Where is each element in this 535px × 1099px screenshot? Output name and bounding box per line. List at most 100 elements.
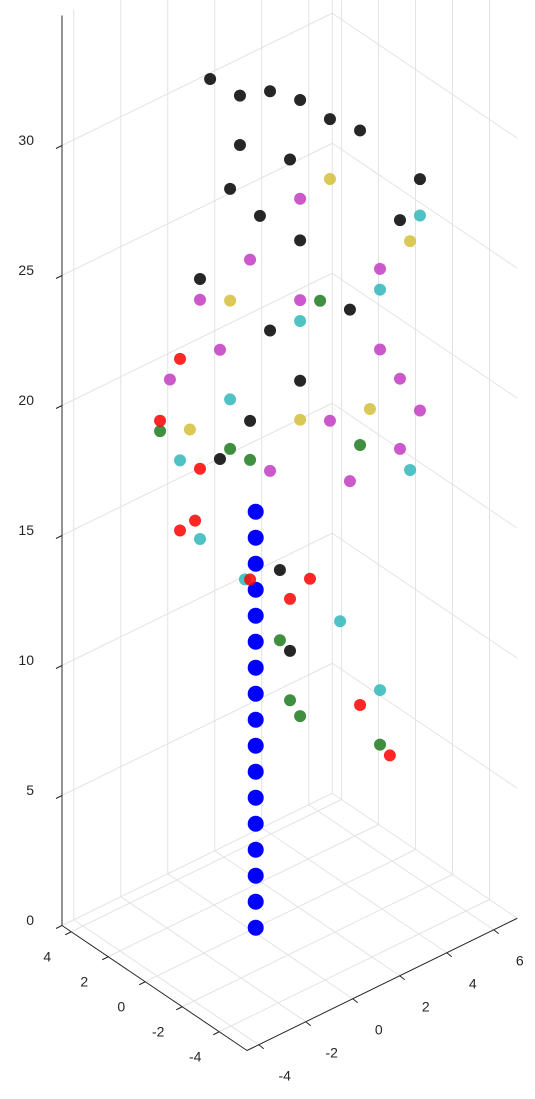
point: [204, 73, 216, 85]
point: [248, 660, 264, 676]
point: [244, 254, 256, 266]
point: [294, 294, 306, 306]
point: [394, 214, 406, 226]
y-tick-label: -4: [279, 1067, 292, 1083]
point: [414, 210, 426, 222]
point: [248, 712, 264, 728]
y-tick: [494, 930, 499, 934]
point: [214, 344, 226, 356]
point: [364, 403, 376, 415]
y-tick-label: 4: [469, 975, 477, 991]
point: [248, 868, 264, 884]
point: [244, 454, 256, 466]
y-tick: [400, 976, 405, 980]
y-tick: [447, 953, 452, 957]
point: [248, 920, 264, 936]
point: [344, 304, 356, 316]
y-tick: [306, 1022, 311, 1026]
point: [394, 443, 406, 455]
z-tick: [56, 406, 62, 409]
point: [414, 173, 426, 185]
point: [224, 443, 236, 455]
point: [324, 415, 336, 427]
point: [354, 439, 366, 451]
point: [374, 739, 386, 751]
point: [404, 235, 416, 247]
point: [224, 393, 236, 405]
point: [274, 634, 286, 646]
z-tick: [56, 666, 62, 669]
point: [248, 504, 264, 520]
point: [189, 515, 201, 527]
point: [334, 615, 346, 627]
point: [294, 414, 306, 426]
point: [354, 699, 366, 711]
z-tick: [56, 276, 62, 279]
grid-line: [145, 850, 415, 982]
point: [248, 556, 264, 572]
y-tick: [259, 1045, 264, 1049]
point: [394, 373, 406, 385]
point: [244, 415, 256, 427]
point: [294, 375, 306, 387]
point: [174, 353, 186, 365]
x-tick-label: -4: [189, 1048, 202, 1064]
point: [248, 686, 264, 702]
x-tick-label: -2: [152, 1023, 165, 1039]
grid-line: [108, 825, 378, 957]
grid-line: [62, 793, 332, 925]
point: [324, 113, 336, 125]
x-tick-label: 2: [80, 973, 88, 989]
point: [404, 464, 416, 476]
point: [248, 816, 264, 832]
point: [248, 738, 264, 754]
point: [248, 842, 264, 858]
point: [414, 405, 426, 417]
point: [304, 573, 316, 585]
page: {"chart_data": {"type": "scatter3d", "xl…: [0, 0, 535, 1099]
point: [184, 424, 196, 436]
point: [374, 284, 386, 296]
point: [164, 373, 176, 385]
x-tick: [102, 957, 108, 960]
point: [248, 894, 264, 910]
y-tick-label: 6: [516, 952, 524, 968]
point: [254, 210, 266, 222]
point: [248, 764, 264, 780]
point: [354, 124, 366, 136]
point: [248, 530, 264, 546]
point: [248, 634, 264, 650]
z-tick-label: 10: [18, 652, 34, 668]
point: [174, 454, 186, 466]
z-tick-label: 20: [18, 392, 34, 408]
point: [374, 263, 386, 275]
point: [324, 173, 336, 185]
point: [284, 593, 296, 605]
grid-line: [62, 273, 332, 405]
z-tick-label: 30: [18, 132, 34, 148]
point: [284, 694, 296, 706]
x-tick: [65, 932, 71, 935]
y-tick-label: 0: [375, 1021, 383, 1037]
point: [154, 425, 166, 437]
chart: 051015202530420-2-4-4-20246: [0, 0, 535, 1099]
y-tick: [353, 999, 358, 1003]
point: [154, 415, 166, 427]
z-tick: [56, 536, 62, 539]
point: [234, 139, 246, 151]
point: [294, 234, 306, 246]
y-tick-label: -2: [326, 1044, 339, 1060]
point: [264, 324, 276, 336]
z-tick: [56, 796, 62, 799]
point: [294, 193, 306, 205]
point: [234, 90, 246, 102]
grid-line: [62, 663, 332, 795]
point: [174, 525, 186, 537]
x-tick: [176, 1007, 182, 1010]
z-tick-label: 25: [18, 262, 34, 278]
point: [194, 273, 206, 285]
grid-line: [62, 13, 332, 145]
point: [194, 463, 206, 475]
x-tick: [139, 982, 145, 985]
z-tick: [56, 926, 62, 929]
